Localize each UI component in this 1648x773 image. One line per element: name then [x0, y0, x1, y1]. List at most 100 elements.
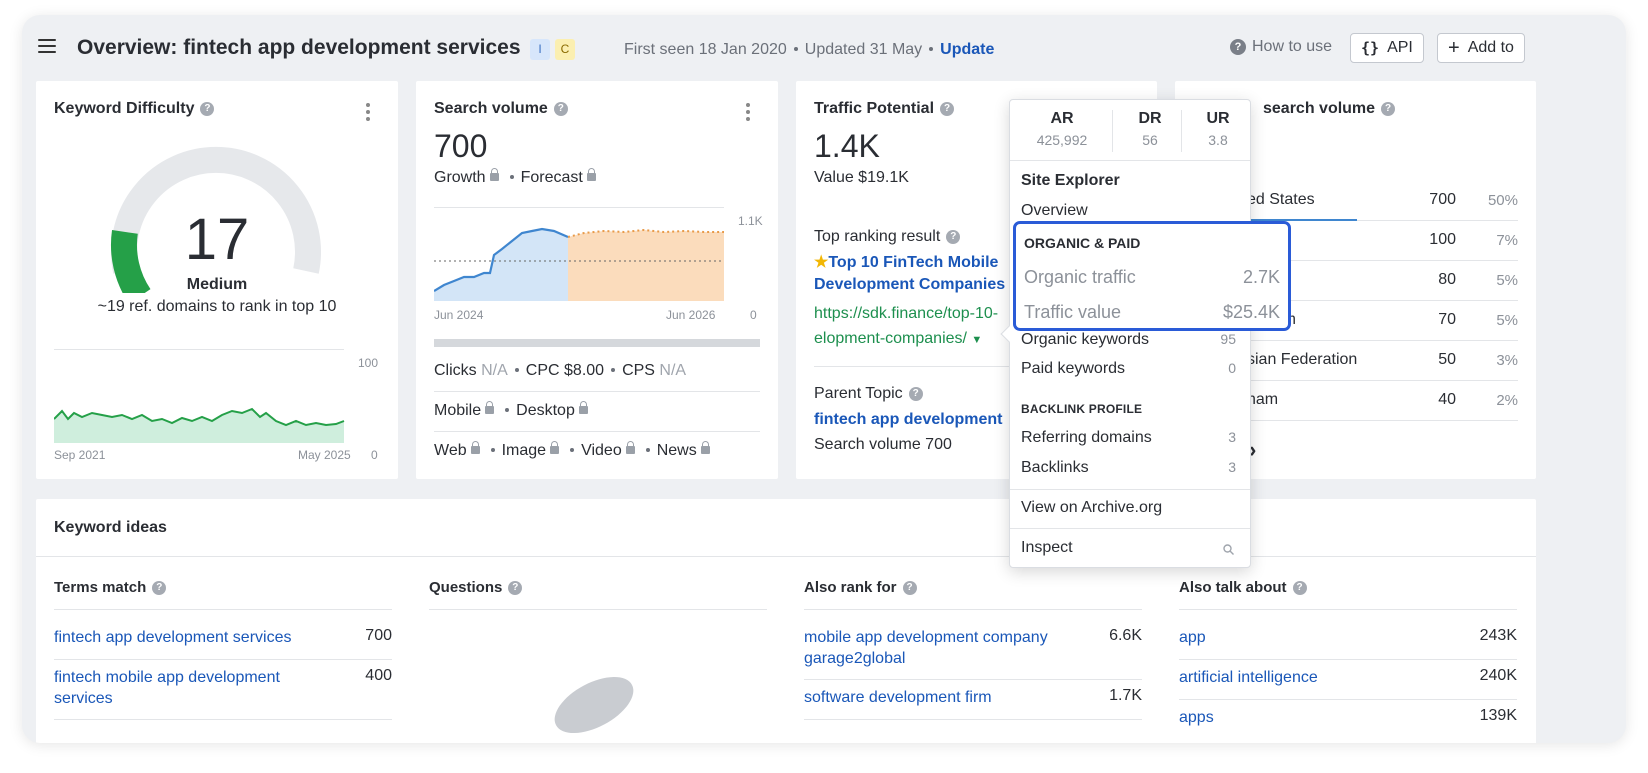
help-icon[interactable]: ?	[902, 580, 917, 595]
menu-item-overview[interactable]: Overview	[1021, 202, 1088, 219]
menu-item-traffic-value[interactable]: Traffic value $25.4K	[1024, 302, 1280, 323]
country-share: 50%	[1487, 192, 1518, 209]
add-to-button[interactable]: + Add to	[1437, 33, 1525, 63]
sv-growth-row: Growth Forecast	[434, 168, 600, 187]
cps-value: N/A	[659, 362, 687, 379]
sv-metrics-row: Clicks N/A CPC $8.00 CPS N/A	[434, 362, 686, 380]
menu-item-view-archive[interactable]: View on Archive.org	[1021, 499, 1163, 516]
caret-down-icon[interactable]: ▼	[971, 334, 983, 346]
clicks-label: Clicks	[434, 362, 477, 379]
top-result-title-link[interactable]: ★Top 10 FinTech Mobile Development Compan…	[814, 252, 1005, 296]
menu-item-inspect[interactable]: Inspect	[1021, 539, 1236, 557]
terms-match-title[interactable]: Terms match	[54, 579, 147, 596]
keyword-link[interactable]: software development firm	[804, 689, 992, 706]
cpc-label: CPC $8.00	[525, 362, 605, 379]
also-rank-for-title[interactable]: Also rank for	[804, 579, 897, 596]
menu-item-paid-keywords[interactable]: Paid keywords 0	[1021, 360, 1236, 378]
keyword-link[interactable]: fintech mobile app development services	[54, 669, 280, 707]
divider	[434, 391, 760, 392]
lock-icon	[470, 441, 480, 454]
menu-item-label: Inspect	[1021, 539, 1073, 556]
questions-title[interactable]: Questions	[429, 579, 503, 596]
help-icon[interactable]: ?	[553, 102, 568, 116]
clicks-value: N/A	[481, 362, 508, 379]
menu-item-value: 0	[1228, 360, 1236, 376]
card-title: Keyword Difficulty?	[54, 100, 215, 118]
page-meta: First seen 18 Jan 2020 Updated 31 May Upda…	[624, 41, 994, 59]
menu-item-referring-domains[interactable]: Referring domains 3	[1021, 429, 1236, 447]
how-to-use-link[interactable]: ? How to use	[1230, 38, 1332, 56]
menu-item-value: 3	[1228, 459, 1236, 475]
card-title: Search volume?	[434, 100, 568, 118]
country-share: 5%	[1496, 272, 1518, 289]
kd-note: ~19 ref. domains to rank in top 10	[97, 298, 337, 315]
keyword-volume: 700	[365, 627, 392, 644]
mobile-label: Mobile	[434, 402, 482, 419]
help-icon[interactable]: ?	[152, 580, 167, 595]
also-talk-about-title[interactable]: Also talk about	[1179, 579, 1287, 596]
y-max-label: 1.1K	[738, 214, 763, 228]
lock-icon	[625, 441, 635, 454]
help-icon[interactable]: ?	[1381, 102, 1396, 116]
keyword-link[interactable]: fintech app development services	[54, 629, 292, 646]
keyword-link[interactable]: artificial intelligence	[1179, 669, 1318, 686]
divider	[814, 366, 1014, 367]
difficulty-gauge	[110, 147, 321, 293]
menu-item-label: Traffic value	[1024, 302, 1122, 322]
menu-item-backlinks[interactable]: Backlinks 3	[1021, 459, 1236, 477]
chevron-right-icon[interactable]: ›	[1249, 437, 1257, 462]
page-header: Overview: fintech app development servic…	[22, 15, 1626, 83]
x-end-label: May 2025	[298, 448, 351, 462]
kd-value: 17	[184, 207, 250, 272]
api-button[interactable]: {} API	[1350, 33, 1424, 63]
keyword-link[interactable]: mobile app development company garage2gl…	[804, 629, 1048, 667]
country-name: nam	[1247, 391, 1279, 408]
country-row[interactable]: sian Federation 50 3%	[1247, 341, 1518, 381]
country-row[interactable]: 80 5%	[1247, 261, 1518, 301]
chart-scrollbar[interactable]	[434, 339, 760, 347]
menu-item-label: Organic traffic	[1024, 267, 1136, 287]
divider	[804, 679, 1142, 680]
country-share: 3%	[1496, 352, 1518, 369]
help-icon[interactable]: ?	[908, 387, 923, 401]
metric-ur: UR 3.8	[1178, 110, 1258, 148]
help-icon[interactable]: ?	[946, 230, 961, 244]
news-label: News	[656, 442, 697, 459]
lock-icon	[586, 168, 596, 181]
help-icon[interactable]: ?	[200, 102, 215, 116]
country-name: sian Federation	[1247, 351, 1358, 368]
top-ranking-label: Top ranking result	[814, 228, 941, 245]
site-explorer-heading: Site Explorer	[1021, 172, 1120, 189]
country-row[interactable]: 100 7%	[1247, 221, 1518, 261]
help-icon[interactable]: ?	[940, 102, 955, 116]
lock-icon	[485, 401, 495, 414]
menu-icon[interactable]	[38, 39, 56, 53]
search-icon	[1223, 544, 1234, 555]
top-result-url-link[interactable]: https://sdk.finance/top-10- elopment-comp…	[814, 301, 998, 353]
search-type-row: Web Image Video News	[434, 441, 714, 460]
menu-item-value: $25.4K	[1222, 302, 1280, 322]
divider	[54, 719, 392, 720]
more-options-icon[interactable]	[366, 103, 370, 124]
country-row[interactable]: nam 40 2%	[1247, 381, 1518, 421]
y-max-label: 100	[358, 356, 379, 370]
divider	[54, 349, 344, 350]
help-icon[interactable]: ?	[508, 580, 523, 595]
parent-topic-label: Parent Topic	[814, 385, 903, 402]
more-options-icon[interactable]	[746, 103, 750, 124]
country-row[interactable]: ed States 700 50%	[1247, 181, 1518, 221]
card-title: search volume?	[1263, 100, 1396, 118]
keyword-volume: 6.6K	[1109, 627, 1142, 644]
help-icon[interactable]: ?	[1292, 580, 1307, 595]
divider	[1357, 220, 1518, 221]
menu-item-organic-traffic[interactable]: Organic traffic 2.7K	[1024, 267, 1280, 288]
update-link[interactable]: Update	[940, 41, 995, 58]
keyword-link[interactable]: app	[1179, 629, 1206, 646]
parent-topic-link[interactable]: fintech app development	[814, 411, 1003, 428]
country-name: ed States	[1247, 191, 1315, 208]
x-end-label: Jun 2026	[666, 308, 716, 322]
menu-item-organic-keywords[interactable]: Organic keywords 95	[1021, 331, 1236, 349]
search-volume-card: Search volume? 700 Growth Forecast 1.1K J…	[416, 81, 778, 479]
keyword-link[interactable]: apps	[1179, 709, 1214, 726]
menu-item-label: Paid keywords	[1021, 360, 1126, 377]
